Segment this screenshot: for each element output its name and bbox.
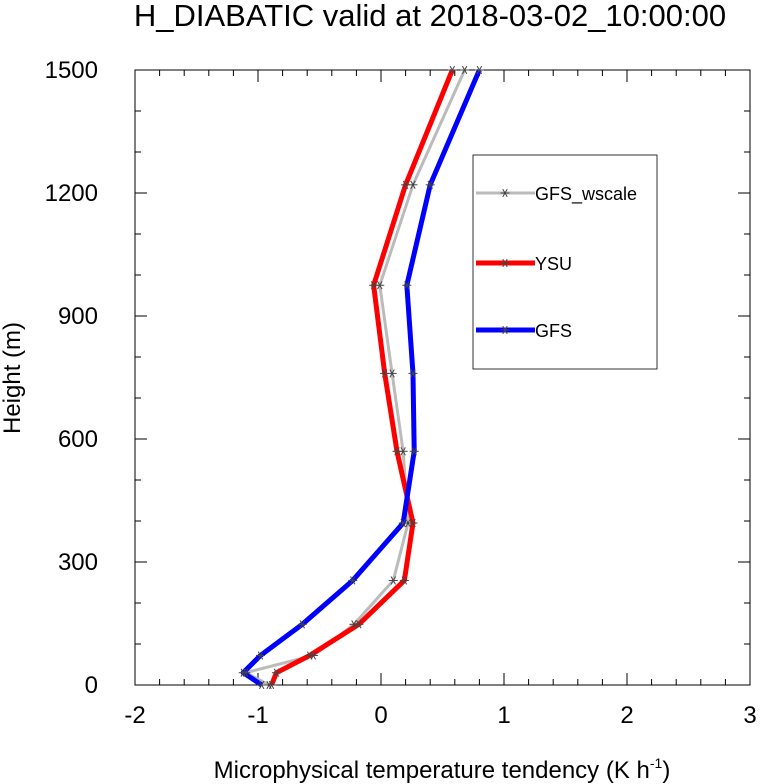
data-point-marker — [408, 369, 418, 378]
y-tick-label: 1500 — [45, 57, 98, 84]
data-point-marker — [408, 518, 418, 528]
data-point-marker — [409, 447, 419, 456]
legend-label: GFS_wscale — [535, 184, 637, 205]
x-axis-label-close: ) — [662, 757, 670, 784]
data-point-marker — [447, 65, 457, 75]
x-tick-label: 2 — [620, 702, 633, 729]
axis-tick-labels: -2 -1 0 1 2 3 0 300 600 900 1200 1500 — [45, 57, 757, 729]
legend-item: GFS_wscale — [476, 184, 637, 205]
legend-label: YSU — [535, 254, 572, 274]
data-point-marker — [257, 680, 267, 690]
data-point-marker — [271, 668, 281, 677]
data-point-marker — [255, 651, 265, 660]
y-tick-label: 900 — [58, 303, 98, 330]
plot-frame — [134, 69, 751, 686]
data-point-marker — [267, 680, 277, 690]
series-line-gfs-wscale — [244, 69, 467, 687]
x-axis-label-superscript: -1 — [650, 755, 663, 771]
x-axis-label: Microphysical temperature tendency (K h-… — [214, 755, 671, 784]
legend: GFS_wscale YSU GFS — [476, 184, 637, 341]
data-point-marker — [401, 180, 411, 189]
legend-marker — [500, 325, 510, 335]
x-tick-label: -1 — [247, 702, 268, 729]
data-point-marker — [399, 576, 409, 585]
data-point-marker — [305, 651, 315, 660]
legend-item: YSU — [476, 254, 572, 274]
x-tick-label: 3 — [743, 702, 756, 729]
data-point-marker — [425, 180, 435, 189]
series-line-ysu — [269, 69, 455, 686]
axis-ticks — [134, 69, 751, 686]
series-group — [238, 65, 484, 690]
y-axis-label: Height (m) — [0, 322, 26, 434]
data-point-marker — [388, 576, 398, 585]
y-tick-label: 600 — [58, 426, 98, 453]
legend-label: GFS — [535, 321, 572, 341]
data-point-marker — [392, 447, 402, 456]
y-tick-label: 1200 — [45, 180, 98, 207]
x-axis-label-main: Microphysical temperature tendency (K h — [214, 757, 650, 784]
legend-marker — [500, 258, 510, 268]
data-point-marker — [348, 576, 358, 585]
series-line-gfs — [240, 69, 482, 688]
data-point-marker — [297, 620, 307, 629]
x-tick-label: 1 — [497, 702, 510, 729]
x-tick-label: 0 — [374, 702, 387, 729]
legend-marker — [500, 188, 510, 198]
data-point-marker — [474, 65, 484, 75]
chart-title: H_DIABATIC valid at 2018-03-02_10:00:00 — [134, 0, 726, 33]
data-point-marker — [398, 518, 408, 528]
data-point-marker — [402, 281, 412, 290]
y-tick-label: 0 — [85, 672, 98, 699]
data-point-marker — [238, 668, 248, 677]
data-point-marker — [369, 281, 379, 290]
y-tick-label: 300 — [58, 549, 98, 576]
legend-item: GFS — [476, 321, 572, 341]
data-point-marker — [460, 65, 470, 75]
data-point-marker — [380, 369, 390, 378]
x-tick-label: -2 — [124, 702, 145, 729]
data-point-marker — [354, 620, 364, 629]
